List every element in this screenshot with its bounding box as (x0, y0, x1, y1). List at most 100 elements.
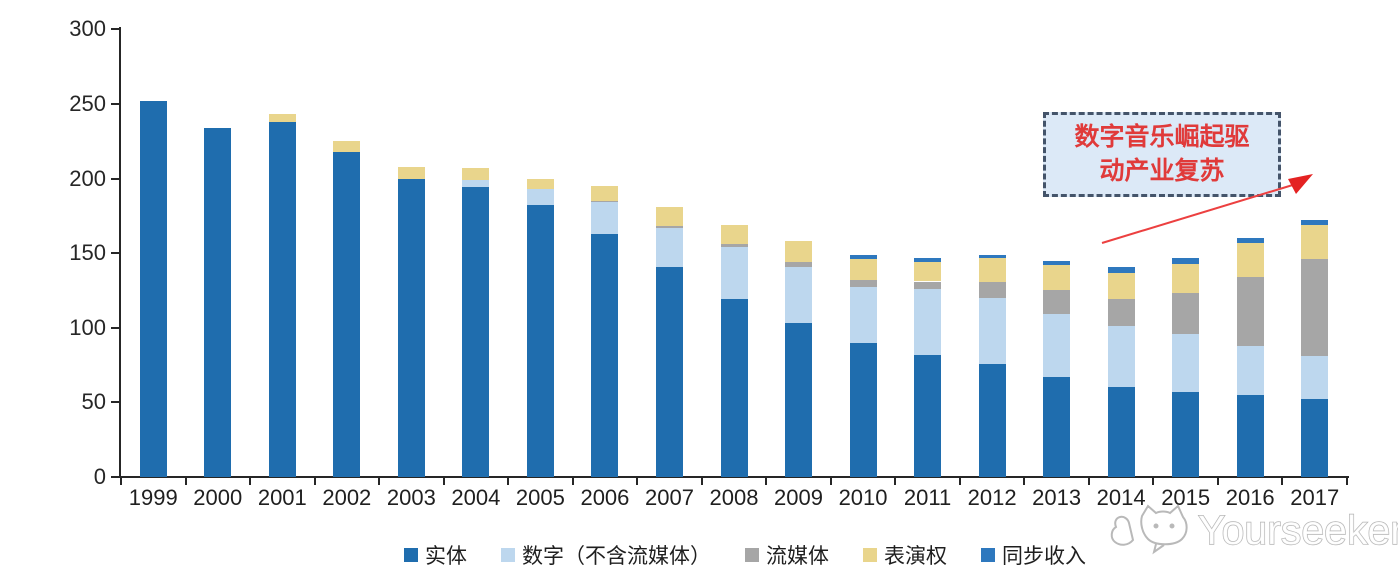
bar-segment-digital-2014 (1107, 326, 1135, 388)
x-tick-mark (1152, 478, 1155, 485)
bar-segment-streaming-2017 (1301, 259, 1329, 357)
bar-segment-physical-2004 (462, 187, 490, 477)
bar-segment-streaming-2009 (785, 262, 813, 267)
bar-segment-physical-2008 (720, 299, 748, 477)
legend-label: 同步收入 (1002, 544, 1086, 568)
x-tick-label-2002: 2002 (322, 485, 372, 510)
bar-segment-streaming-2012 (978, 281, 1006, 298)
x-tick-mark (1087, 478, 1090, 485)
x-tick-mark (700, 478, 703, 485)
bar-segment-sync-2016 (1236, 238, 1264, 243)
x-tick-mark (1216, 478, 1219, 485)
x-tick-label-2011: 2011 (903, 485, 952, 510)
y-tick-mark (111, 252, 119, 255)
x-tick-label-2009: 2009 (774, 485, 823, 510)
legend-item-digital: 数字（不含流媒体） (501, 540, 711, 570)
bar-segment-physical-2013 (1043, 377, 1071, 477)
x-tick-label-2012: 2012 (967, 485, 1017, 510)
bar-segment-sync-2017 (1301, 220, 1329, 225)
bar-segment-digital-2007 (655, 227, 683, 267)
x-tick-mark (1023, 478, 1026, 485)
bar-segment-performance-2003 (397, 166, 425, 179)
y-tick-label: 200 (69, 165, 106, 191)
x-tick-label-2000: 2000 (193, 485, 243, 510)
bar-segment-performance-2017 (1301, 224, 1329, 260)
x-tick-label-2006: 2006 (580, 485, 630, 510)
y-tick-label: 300 (69, 16, 106, 42)
bar-segment-performance-2010 (849, 259, 877, 280)
x-tick-label-1999: 1999 (128, 485, 178, 510)
y-axis-line (119, 27, 121, 478)
bar-segment-performance-2012 (978, 257, 1006, 282)
legend-label: 流媒体 (766, 544, 829, 568)
y-tick-mark (111, 102, 119, 105)
y-tick-mark (111, 326, 119, 329)
bar-segment-physical-2000 (204, 127, 232, 477)
legend-item-performance: 表演权 (863, 540, 947, 570)
bar-segment-digital-2012 (978, 297, 1006, 364)
bar-segment-physical-2012 (978, 363, 1006, 477)
x-tick-label-2014: 2014 (1096, 485, 1146, 510)
x-tick-label-2005: 2005 (515, 485, 565, 510)
legend-swatch-icon (745, 548, 759, 562)
bar-segment-streaming-2013 (1043, 290, 1071, 315)
bar-segment-digital-2005 (526, 188, 554, 206)
y-tick-label: 100 (69, 314, 106, 340)
bar-segment-sync-2010 (849, 254, 877, 260)
bar-segment-streaming-2007 (655, 226, 683, 228)
bar-segment-physical-2002 (333, 151, 361, 477)
annotation-line1: 数字音乐崛起驱 (1074, 123, 1250, 151)
x-tick-mark (829, 478, 832, 485)
bar-segment-physical-2015 (1172, 391, 1200, 477)
bar-segment-performance-2006 (591, 185, 619, 201)
bar-segment-streaming-2015 (1172, 293, 1200, 334)
bar-segment-digital-2017 (1301, 356, 1329, 400)
x-tick-mark (249, 478, 252, 485)
annotation-line2: 动产业复苏 (1099, 157, 1225, 185)
x-tick-mark (184, 478, 187, 485)
bar-segment-physical-2005 (526, 205, 554, 477)
bar-segment-digital-2009 (785, 266, 813, 324)
bar-segment-streaming-2008 (720, 244, 748, 248)
bar-segment-performance-2007 (655, 206, 683, 227)
bar-segment-physical-1999 (139, 100, 167, 477)
x-tick-mark (571, 478, 574, 485)
bar-segment-performance-2013 (1043, 265, 1071, 291)
bar-segment-physical-2017 (1301, 399, 1329, 477)
bar-segment-sync-2012 (978, 254, 1006, 258)
bar-segment-performance-2008 (720, 224, 748, 245)
bar-segment-streaming-2006 (591, 200, 619, 203)
bar-segment-physical-2009 (785, 323, 813, 477)
bar-segment-digital-2008 (720, 247, 748, 300)
bar-segment-digital-2016 (1236, 345, 1264, 395)
bar-segment-digital-2011 (914, 288, 942, 355)
x-tick-label-2015: 2015 (1161, 485, 1211, 510)
arrowhead-icon (1288, 174, 1313, 194)
bar-segment-physical-2014 (1107, 387, 1135, 477)
x-tick-label-2010: 2010 (838, 485, 888, 510)
bar-segment-performance-2005 (526, 178, 554, 189)
bar-segment-physical-2001 (268, 121, 296, 477)
bar-segment-streaming-2010 (849, 280, 877, 288)
x-tick-label-2008: 2008 (709, 485, 759, 510)
bar-segment-performance-2015 (1172, 263, 1200, 294)
legend-swatch-icon (404, 548, 418, 562)
x-tick-mark (1346, 478, 1348, 485)
legend-label: 表演权 (884, 544, 947, 568)
bar-segment-digital-2013 (1043, 314, 1071, 377)
x-tick-mark (1281, 478, 1284, 485)
legend-item-sync: 同步收入 (981, 540, 1086, 570)
bar-segment-performance-2014 (1107, 272, 1135, 300)
legend-swatch-icon (981, 548, 995, 562)
bar-segment-physical-2016 (1236, 394, 1264, 477)
bar-segment-performance-2009 (785, 241, 813, 263)
y-tick-label: 0 (93, 464, 106, 489)
bar-segment-performance-2001 (268, 114, 296, 122)
x-tick-label-2004: 2004 (451, 485, 501, 510)
bar-segment-physical-2003 (397, 178, 425, 477)
bar-segment-performance-2002 (333, 141, 361, 152)
x-tick-label-2001: 2001 (257, 485, 307, 510)
bar-segment-physical-2010 (849, 342, 877, 477)
x-tick-label-2007: 2007 (644, 485, 694, 510)
legend-label: 数字（不含流媒体） (522, 544, 711, 568)
